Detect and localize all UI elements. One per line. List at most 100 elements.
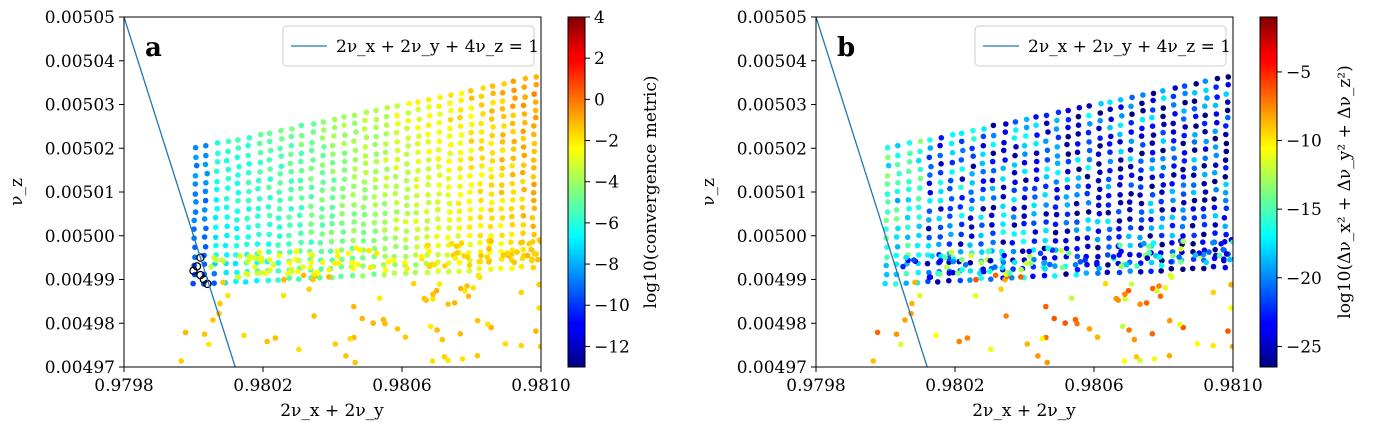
scatter-point — [1064, 228, 1071, 234]
scatter-point — [476, 265, 483, 272]
scatter-point — [434, 199, 441, 205]
scatter-point — [298, 230, 304, 236]
scatter-point — [524, 252, 531, 259]
scatter-point — [267, 166, 274, 172]
scatter-point — [1065, 151, 1072, 157]
scatter-point — [1160, 147, 1166, 154]
scatter-point — [544, 97, 550, 103]
scatter-point — [536, 305, 541, 311]
scatter-point — [393, 183, 400, 190]
scatter-point — [1191, 157, 1197, 163]
scatter-point — [458, 90, 465, 97]
scatter-point — [489, 132, 496, 139]
scatter-point — [1031, 202, 1037, 209]
scatter-point — [1141, 240, 1147, 247]
scatter-point — [998, 286, 1004, 293]
scatter-point — [989, 158, 996, 165]
scatter-point — [1157, 293, 1164, 300]
scatter-point — [906, 159, 913, 165]
scatter-point — [383, 122, 390, 128]
scatter-point — [425, 166, 432, 172]
scatter-point — [980, 268, 987, 275]
scatter-point — [1085, 164, 1091, 171]
scatter-point — [319, 231, 326, 237]
scatter-point — [1011, 169, 1018, 176]
scatter-point — [243, 270, 249, 277]
scatter-point — [192, 173, 199, 179]
scatter-point — [1182, 99, 1188, 106]
scatter-point — [384, 104, 391, 111]
scatter-point — [926, 269, 932, 276]
scatter-point — [373, 151, 380, 157]
scatter-point — [210, 317, 216, 323]
scatter-point — [1203, 87, 1209, 94]
scatter-point — [1118, 248, 1124, 255]
scatter-point — [466, 268, 473, 274]
scatter-point — [339, 202, 345, 209]
scatter-point — [1170, 197, 1176, 204]
scatter-point — [509, 180, 515, 187]
scatter-point — [944, 264, 950, 270]
scatter-point — [543, 71, 549, 77]
scatter-point — [1234, 222, 1240, 228]
scatter-point — [1158, 232, 1165, 239]
scatter-point — [296, 212, 303, 219]
scatter-point — [1136, 252, 1142, 258]
scatter-point — [916, 223, 922, 230]
scatter-point — [526, 241, 532, 247]
scatter-point — [203, 152, 209, 159]
scatter-point — [1129, 94, 1135, 101]
scatter-point — [1065, 133, 1071, 140]
scatter-point — [308, 184, 315, 191]
scatter-point — [1213, 111, 1220, 117]
scatter-point — [1053, 211, 1060, 218]
scatter-point — [1085, 243, 1091, 250]
scatter-point — [381, 227, 388, 233]
scatter-point — [1148, 259, 1155, 266]
scatter-point — [266, 256, 273, 263]
scatter-point — [254, 213, 261, 219]
scatter-point — [382, 149, 389, 156]
scatter-point — [957, 204, 964, 210]
scatter-point — [298, 150, 305, 157]
scatter-point — [208, 263, 214, 270]
scatter-point — [192, 144, 199, 151]
scatter-point — [1097, 169, 1103, 176]
scatter-point — [955, 270, 961, 277]
scatter-point — [394, 139, 400, 145]
scatter-point — [456, 268, 462, 275]
scatter-point — [1013, 127, 1019, 133]
scatter-point — [275, 277, 281, 283]
scatter-point — [1107, 167, 1113, 174]
scatter-point — [245, 234, 251, 240]
scatter-point — [468, 147, 474, 154]
scatter-point — [1158, 262, 1165, 269]
x-axis-label-a: 2ν_x + 2ν_y — [280, 401, 384, 421]
scatter-point — [258, 269, 264, 276]
scatter-point — [1168, 259, 1174, 265]
scatter-point — [445, 234, 451, 241]
scatter-point — [363, 109, 370, 116]
scatter-point — [1075, 183, 1081, 189]
scatter-point — [340, 229, 347, 235]
legend-label-a: 2ν_x + 2ν_y + 4ν_z = 1 — [336, 37, 539, 57]
scatter-point — [1065, 124, 1071, 131]
scatter-point — [1031, 256, 1037, 263]
scatter-point — [382, 253, 389, 260]
scatter-point — [339, 238, 346, 244]
scatter-point — [531, 251, 538, 257]
scatter-point — [353, 245, 359, 251]
scatter-point — [1158, 198, 1164, 205]
scatter-point — [1149, 183, 1155, 190]
scatter-point — [246, 161, 252, 167]
scatter-point — [272, 335, 279, 341]
scatter-point — [403, 253, 409, 260]
scatter-point — [1052, 273, 1058, 279]
scatter-point — [351, 138, 357, 144]
scatter-point — [362, 144, 369, 150]
scatter-point — [1234, 164, 1240, 170]
scatter-point — [363, 169, 369, 176]
scatter-point — [511, 87, 517, 94]
scatter-point — [309, 139, 315, 146]
scatter-point — [926, 274, 933, 281]
